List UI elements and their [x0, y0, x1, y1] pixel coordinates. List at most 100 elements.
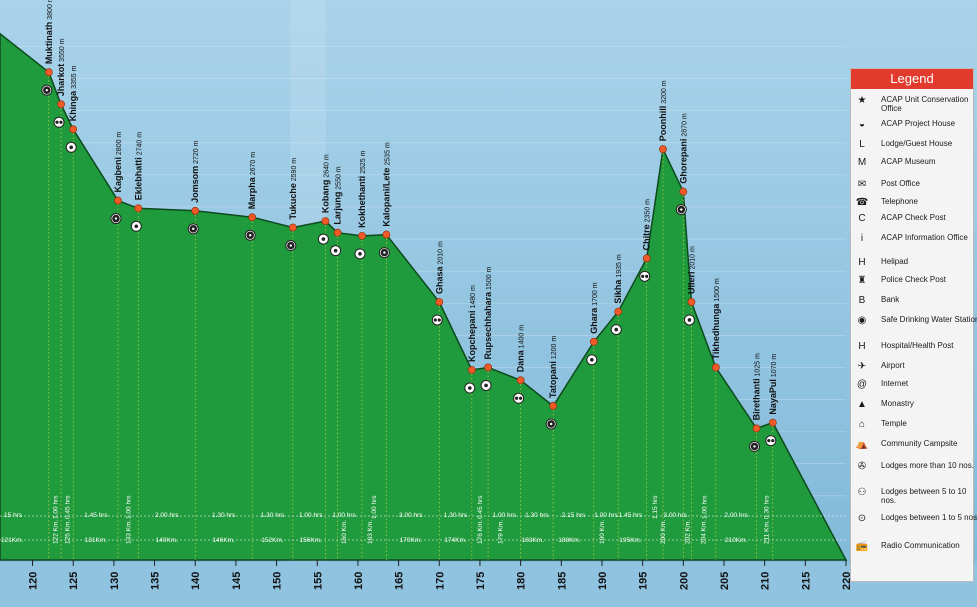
- place-marker: [711, 363, 720, 372]
- altitude-label: 2525 m: [360, 150, 367, 175]
- lodge-center: [753, 445, 756, 448]
- place-name-text: Larjung: [333, 192, 343, 225]
- altitude-label: 1480 m: [470, 285, 477, 310]
- place-marker: [248, 213, 257, 222]
- distance-label: 211 Km.: [763, 520, 770, 544]
- legend-item-label: ACAP Check Post: [881, 213, 946, 222]
- place-marker: [288, 223, 297, 232]
- telephone-icon: ☎: [855, 197, 869, 208]
- place-name-text: Tukuche: [288, 183, 298, 219]
- legend-item-label: Police Check Post: [881, 275, 946, 284]
- distance-label: 200 Km.: [660, 520, 667, 544]
- duration-label: 1.00 hrs: [332, 512, 356, 519]
- place-marker: [321, 217, 330, 225]
- duration-label: 1.00 hrs: [52, 495, 59, 519]
- place-name: Tatopani 1200 m: [548, 336, 558, 398]
- place-name-text: Marpha: [247, 176, 257, 209]
- altitude-label: 1500 m: [486, 266, 493, 291]
- duration-label: 1.00 hrs: [299, 512, 323, 519]
- place-name-text: Ghara: [589, 307, 599, 334]
- place-name: Khinga 3355 m: [68, 65, 78, 121]
- altitude-label: 1935 m: [616, 254, 623, 279]
- place-name-text: NayaPul: [768, 379, 778, 415]
- duration-label: 1.30 hrs: [212, 512, 236, 519]
- place-marker: [768, 418, 777, 427]
- place-marker: [333, 228, 342, 237]
- place-name-text: Tikhedhunga: [711, 303, 721, 360]
- lodge-dot: [641, 274, 645, 278]
- axis-tick-label: 175: [475, 572, 487, 590]
- lodge-center: [192, 227, 195, 231]
- altitude-label: 3355 m: [71, 65, 78, 90]
- lodge-dot: [468, 386, 472, 390]
- information-icon: i: [860, 233, 864, 244]
- legend-item-label: Lodges between 5 to 10 nos.: [881, 487, 967, 505]
- lodge-dot: [321, 237, 326, 241]
- museum-icon: M: [857, 157, 867, 168]
- place-guide-lines: [48, 72, 774, 560]
- hospital-icon: H: [858, 341, 866, 352]
- place-name: Kopchepani 1480 m: [467, 285, 477, 362]
- place-name: Jomsom 2720 m: [190, 140, 200, 202]
- place-name: Birethanti 1025 m: [752, 353, 762, 420]
- altitude-label: 1400 m: [519, 325, 526, 350]
- legend-item-label: Bank: [881, 295, 900, 304]
- place-marker: [57, 100, 65, 109]
- axis-tick-label: 145: [231, 572, 243, 590]
- place-name: Kagbeni 2800 m: [113, 132, 123, 193]
- place-name: Kokhethanti 2525 m: [357, 150, 367, 227]
- duration-label: 1.00 hrs: [126, 495, 133, 519]
- lodge-symbol: [431, 314, 443, 326]
- altitude-label: 1700 m: [592, 282, 599, 307]
- altitude-label: 3800 m: [47, 0, 54, 22]
- duration-label: 1.00 hrs: [701, 495, 708, 519]
- distance-label: 140Km.: [156, 537, 179, 544]
- place-name: Dana 1400 m: [516, 325, 526, 372]
- police-check-post-icon: ♜: [857, 275, 867, 286]
- altitude-label: 2010 m: [437, 241, 444, 266]
- place-marker: [114, 196, 122, 205]
- legend-item-label: Lodge/Guest House: [881, 139, 953, 148]
- post-office-icon: ✉: [857, 179, 867, 190]
- duration-label: 1.45 hrs: [84, 512, 108, 519]
- lodge-icon: L: [859, 139, 865, 150]
- place-name-text: Kopchepani: [467, 310, 477, 362]
- distance-label: 202 Km.: [684, 520, 691, 544]
- axis-tick-label: 140: [190, 572, 202, 590]
- lodge-dot: [134, 224, 139, 229]
- place-name-text: Poonhill: [658, 106, 668, 142]
- axis-tick-label: 170: [434, 572, 446, 590]
- legend-title: Legend: [851, 69, 973, 89]
- axis-tick-label: 165: [394, 572, 406, 590]
- place-name: Larjung 2550 m: [333, 166, 343, 224]
- lodges-many-icon: ✇: [857, 461, 867, 472]
- lodge-center: [289, 244, 293, 247]
- place-name: Ghasa 2010 m: [434, 241, 444, 294]
- project-house-icon: ◒: [858, 119, 866, 130]
- lodge-dot: [437, 318, 441, 322]
- place-name-text: Khinga: [68, 90, 78, 121]
- place-name-text: Jomsom: [190, 166, 200, 203]
- lodges-few-icon: ⊙: [857, 513, 867, 524]
- place-name-text: Chitre: [642, 224, 652, 250]
- axis-tick-label: 125: [68, 572, 80, 590]
- distance-label: 133 Km.: [126, 520, 133, 544]
- axis-tick-label: 150: [272, 572, 284, 590]
- place-marker: [549, 402, 558, 410]
- place-name: Kobang 2640 m: [320, 154, 330, 213]
- place-marker: [382, 230, 391, 239]
- bank-icon: B: [858, 295, 866, 306]
- distance-label: 146Km.: [212, 537, 235, 544]
- place-name-text: Ghorepani: [678, 139, 688, 184]
- altitude-label: 2720 m: [193, 140, 200, 165]
- legend-item-label: Post Office: [881, 179, 920, 188]
- lodge-symbol: [639, 270, 651, 282]
- legend-item-label: Temple: [881, 419, 907, 428]
- place-marker: [614, 307, 623, 316]
- distance-label: 204 Km.: [701, 520, 708, 544]
- place-name-text: Kagbeni: [113, 157, 123, 193]
- duration-label: 0.45 hrs: [65, 495, 72, 519]
- place-name: Poonhill 3200 m: [658, 80, 668, 141]
- distance-label: 179 Km.: [497, 520, 504, 544]
